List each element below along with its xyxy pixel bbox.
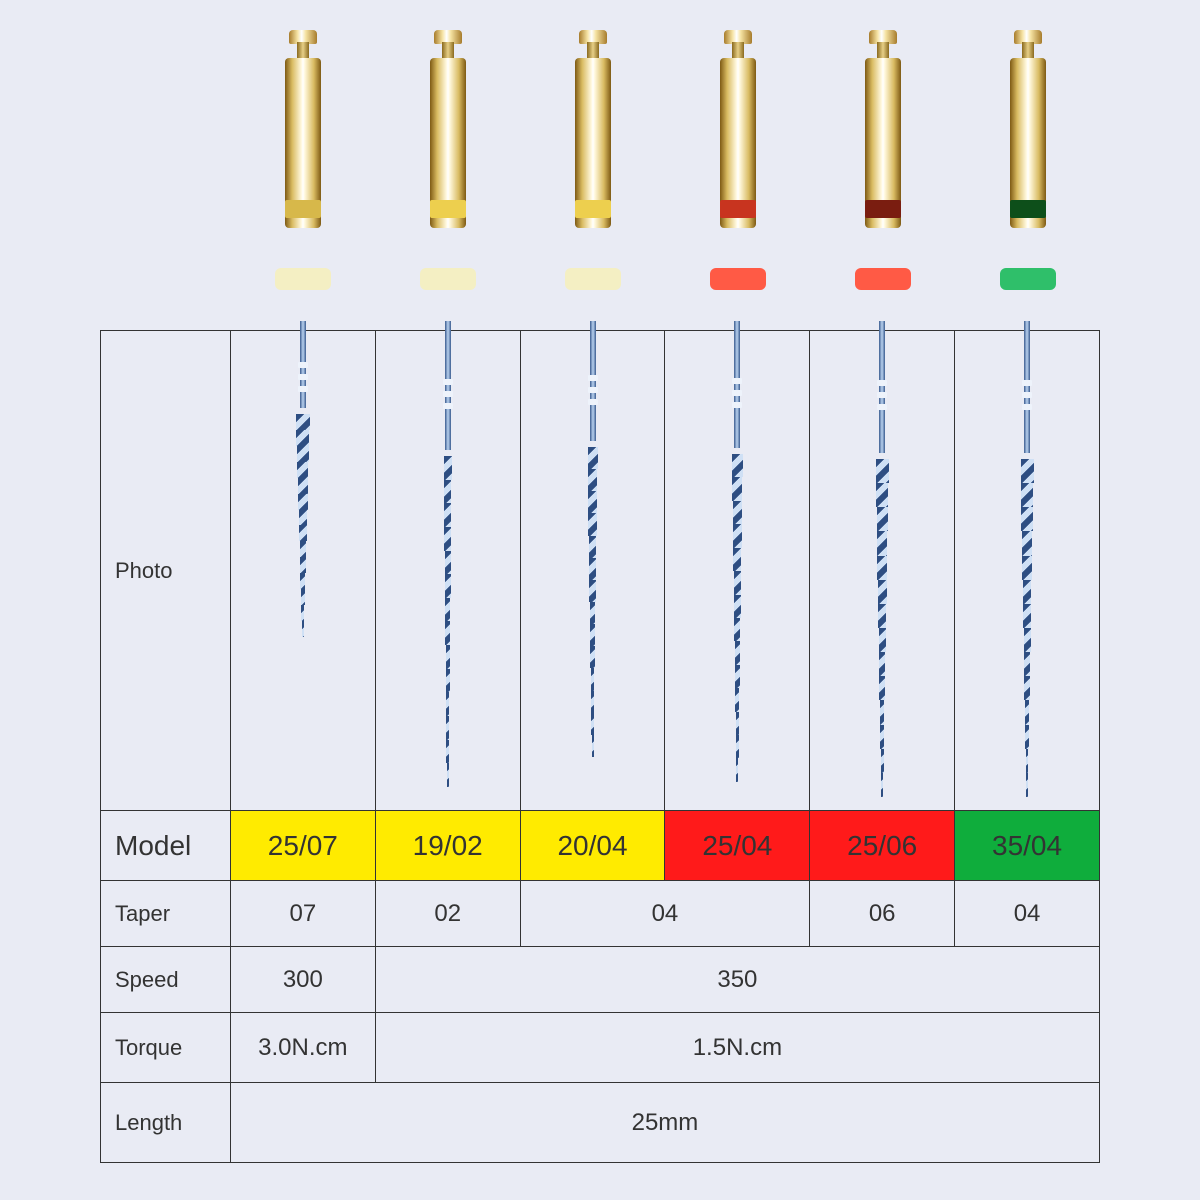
label-speed: Speed xyxy=(101,947,231,1013)
photo-cell xyxy=(665,331,810,811)
torque-cell: 3.0N.cm xyxy=(230,1013,375,1083)
label-photo: Photo xyxy=(101,331,231,811)
torque-cell: 1.5N.cm xyxy=(375,1013,1099,1083)
photo-cell xyxy=(375,331,520,811)
spec-table: Photo Model 25/07 19/02 20/04 25/04 25/0… xyxy=(100,330,1100,1163)
model-cell: 25/04 xyxy=(665,811,810,881)
taper-cell: 04 xyxy=(520,881,810,947)
file-tip xyxy=(441,321,455,787)
label-model: Model xyxy=(101,811,231,881)
model-cell: 25/07 xyxy=(230,811,375,881)
label-length: Length xyxy=(101,1083,231,1163)
file-tip xyxy=(730,321,744,782)
taper-cell: 06 xyxy=(810,881,955,947)
photo-cell xyxy=(955,331,1100,811)
speed-cell: 300 xyxy=(230,947,375,1013)
label-taper: Taper xyxy=(101,881,231,947)
taper-cell: 02 xyxy=(375,881,520,947)
label-torque: Torque xyxy=(101,1013,231,1083)
row-torque: Torque 3.0N.cm1.5N.cm xyxy=(101,1013,1100,1083)
file-shank xyxy=(520,30,665,280)
photo-cell xyxy=(810,331,955,811)
row-speed: Speed 300350 xyxy=(101,947,1100,1013)
file-shank xyxy=(375,30,520,280)
model-cell: 35/04 xyxy=(955,811,1100,881)
file-shank xyxy=(810,30,955,280)
photo-cell xyxy=(230,331,375,811)
row-model: Model 25/07 19/02 20/04 25/04 25/06 35/0… xyxy=(101,811,1100,881)
model-cell: 19/02 xyxy=(375,811,520,881)
file-shank xyxy=(955,30,1100,280)
row-taper: Taper 0702040604 xyxy=(101,881,1100,947)
length-cell: 25mm xyxy=(230,1083,1099,1163)
files-illustration-row xyxy=(230,30,1100,330)
spec-canvas: Photo Model 25/07 19/02 20/04 25/04 25/0… xyxy=(100,30,1100,1163)
photo-cell xyxy=(520,331,665,811)
file-tip xyxy=(1020,321,1034,797)
file-tip xyxy=(586,321,600,757)
row-photo: Photo xyxy=(101,331,1100,811)
file-shank xyxy=(665,30,810,280)
speed-cell: 350 xyxy=(375,947,1099,1013)
model-cell: 25/06 xyxy=(810,811,955,881)
file-shank xyxy=(230,30,375,280)
taper-cell: 04 xyxy=(955,881,1100,947)
model-cell: 20/04 xyxy=(520,811,665,881)
file-tip xyxy=(875,321,889,797)
file-tip xyxy=(296,321,310,637)
row-length: Length 25mm xyxy=(101,1083,1100,1163)
taper-cell: 07 xyxy=(230,881,375,947)
